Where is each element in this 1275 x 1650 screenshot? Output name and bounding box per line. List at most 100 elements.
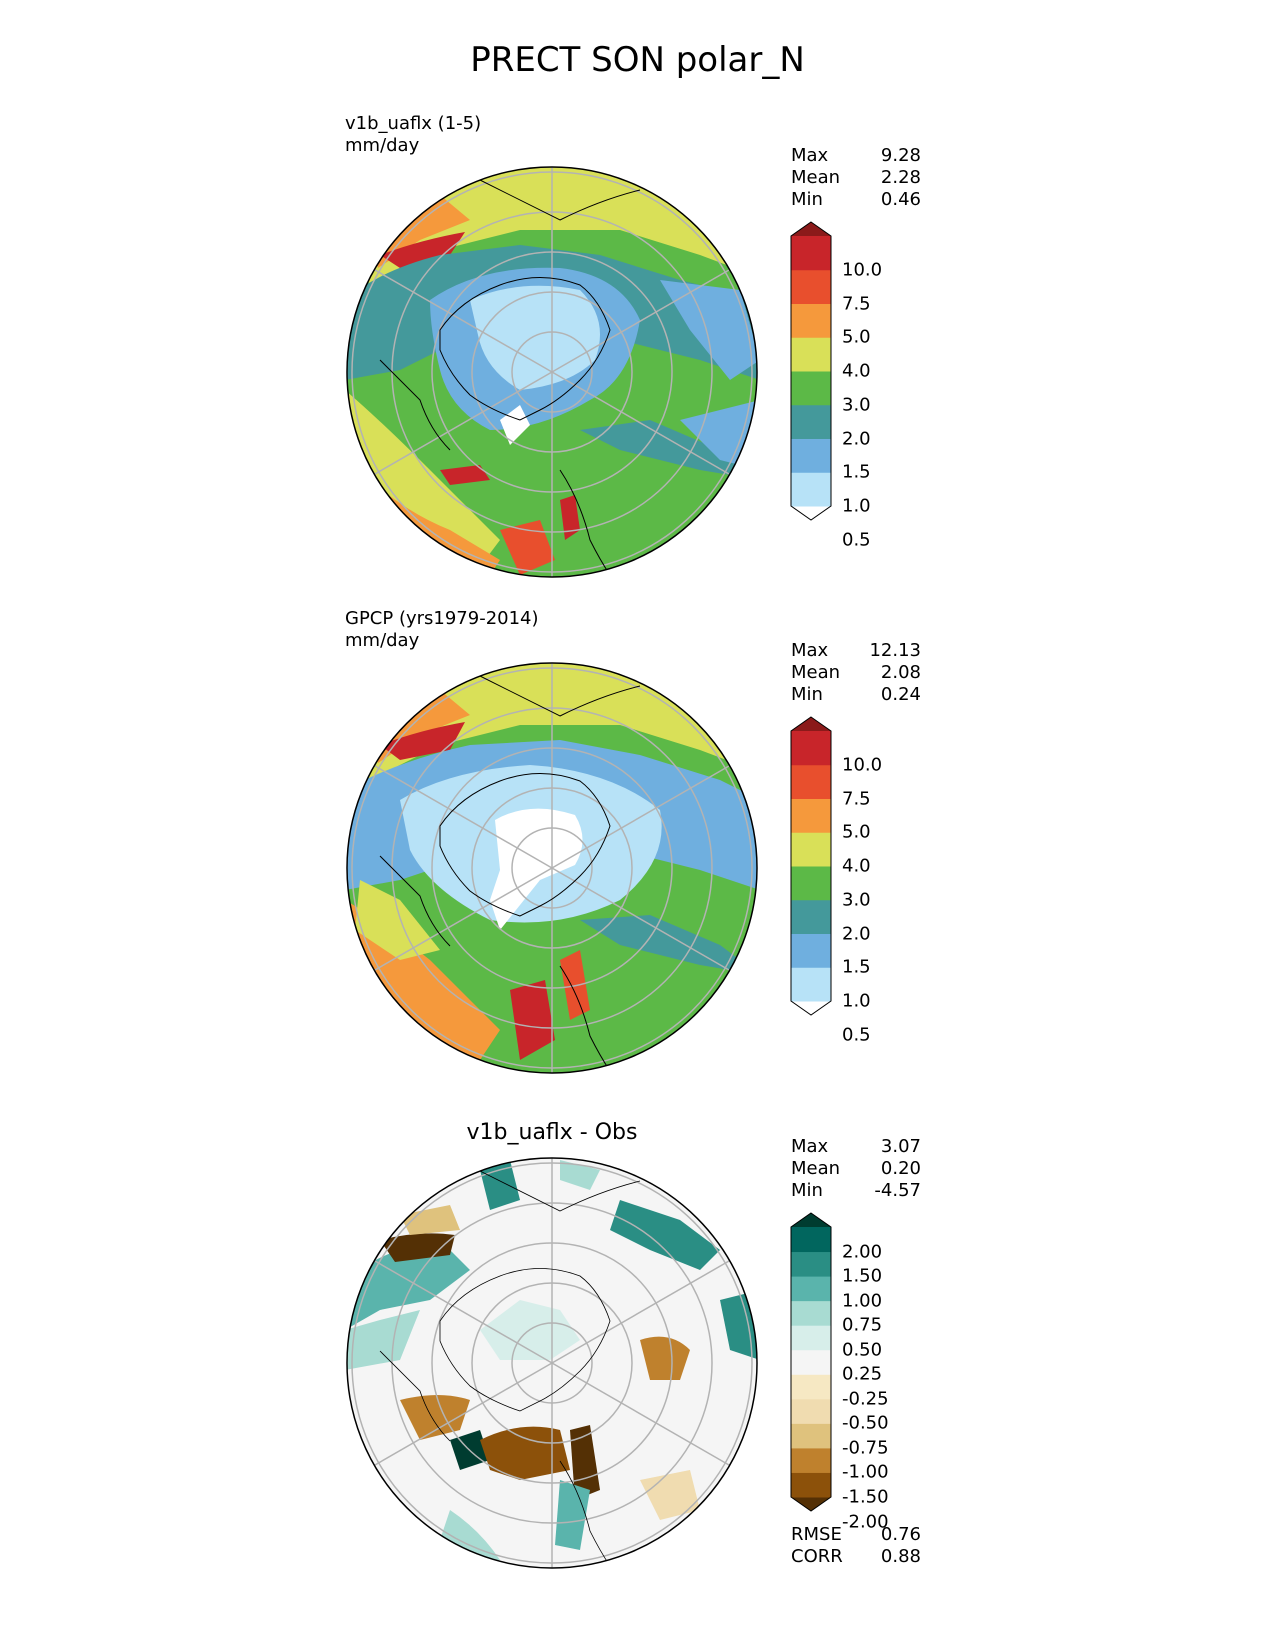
panel2-stats: Max 12.13 Mean 2.08 Min 0.24	[791, 640, 921, 706]
colorbar-tick: -1.00	[842, 1461, 889, 1483]
colorbar-segment	[791, 764, 831, 799]
metric-row: CORR 0.88	[791, 1546, 921, 1568]
colorbar-segment	[791, 967, 831, 1002]
stat-row: Mean 0.20	[791, 1158, 921, 1180]
panel2-units: mm/day	[345, 630, 420, 651]
colorbar-segment	[791, 1213, 831, 1227]
panel1-label: v1b_uaflx (1-5) mm/day	[345, 113, 481, 157]
colorbar-tick: 0.5	[842, 529, 871, 551]
stat-value: 2.08	[880, 662, 921, 683]
colorbar-segment	[791, 506, 831, 520]
colorbar-tick: 0.75	[842, 1314, 883, 1336]
colorbar-tick: 7.5	[842, 788, 871, 809]
colorbar-tick: 2.00	[842, 1241, 883, 1263]
colorbar-tick: -0.25	[842, 1388, 889, 1410]
colorbar-tick: -0.50	[842, 1412, 889, 1434]
colorbar-segment	[791, 1349, 831, 1375]
colorbar-tick: 3.0	[842, 394, 871, 416]
colorbar-segment	[791, 1227, 831, 1253]
colorbar-tick: 0.25	[842, 1363, 883, 1385]
colorbar-segment	[791, 717, 831, 731]
colorbar-segment	[791, 1497, 831, 1511]
colorbar-tick: 10.0	[842, 754, 883, 776]
colorbar-segment	[791, 1251, 831, 1277]
colorbar-tick: 1.5	[842, 956, 871, 978]
stat-value: 0.20	[880, 1158, 921, 1179]
colorbar-segment	[791, 1300, 831, 1326]
panel3-colorbar	[790, 1212, 832, 1512]
stat-name: Mean	[791, 1158, 841, 1179]
stat-name: Max	[791, 1136, 829, 1157]
stat-value: 0.24	[880, 684, 921, 705]
colorbar-segment	[791, 1472, 831, 1498]
stat-row: Mean 2.28	[791, 167, 921, 189]
colorbar-segment	[791, 832, 831, 867]
stat-row: Min 0.46	[791, 189, 921, 211]
colorbar-tick: 0.5	[842, 1024, 871, 1046]
stat-name: Min	[791, 189, 823, 210]
colorbar-segment	[791, 303, 831, 338]
colorbar-tick: 1.0	[842, 990, 871, 1012]
metric-value: 0.76	[880, 1524, 921, 1545]
colorbar-segment	[791, 1325, 831, 1351]
colorbar-segment	[791, 1276, 831, 1302]
stat-name: Mean	[791, 167, 841, 188]
panel3-metrics: RMSE 0.76 CORR 0.88	[791, 1524, 921, 1568]
colorbar-tick: -1.50	[842, 1486, 889, 1508]
stat-name: Mean	[791, 662, 841, 683]
colorbar-outline	[790, 1212, 832, 1512]
stat-row: Max 3.07	[791, 1136, 921, 1158]
colorbar-segment	[791, 222, 831, 236]
metric-name: CORR	[791, 1546, 843, 1567]
colorbar-tick: 5.0	[842, 821, 871, 843]
figure-title: PRECT SON polar_N	[470, 40, 805, 80]
colorbar-segment	[791, 866, 831, 901]
stat-row: Min 0.24	[791, 684, 921, 706]
stat-row: Mean 2.08	[791, 662, 921, 684]
colorbar-segment	[791, 1423, 831, 1449]
colorbar-outline	[790, 221, 832, 521]
panel1-model-name: v1b_uaflx (1-5)	[345, 113, 482, 134]
metric-name: RMSE	[791, 1524, 842, 1545]
stat-value: -4.57	[874, 1180, 921, 1201]
colorbar-tick: 7.5	[842, 293, 871, 314]
panel3-title: v1b_uaflx - Obs	[466, 1120, 638, 1145]
colorbar-tick: 1.5	[842, 461, 871, 483]
colorbar-segment	[791, 899, 831, 934]
colorbar-tick: -0.75	[842, 1437, 889, 1459]
colorbar-segment	[791, 731, 831, 766]
colorbar-tick: 2.0	[842, 923, 871, 944]
colorbar-segment	[791, 1374, 831, 1400]
colorbar-segment	[791, 404, 831, 439]
colorbar-outline	[790, 716, 832, 1016]
colorbar-segment	[791, 269, 831, 304]
colorbar-tick: 4.0	[842, 855, 871, 877]
metric-row: RMSE 0.76	[791, 1524, 921, 1546]
colorbar-tick: 0.50	[842, 1339, 883, 1361]
colorbar-tick: 3.0	[842, 889, 871, 911]
stat-name: Max	[791, 145, 829, 166]
stat-name: Max	[791, 640, 829, 661]
colorbar-tick: 1.0	[842, 495, 871, 517]
stat-value: 0.46	[880, 189, 921, 210]
panel2-label: GPCP (yrs1979-2014) mm/day	[345, 608, 539, 652]
panel2-obs-name: GPCP (yrs1979-2014)	[345, 608, 539, 629]
stat-name: Min	[791, 684, 823, 705]
stat-name: Min	[791, 1180, 823, 1201]
stat-row: Max 9.28	[791, 145, 921, 167]
stat-row: Min -4.57	[791, 1180, 921, 1202]
colorbar-tick: 1.50	[842, 1265, 883, 1287]
colorbar-tick: 1.00	[842, 1290, 883, 1312]
panel1-stats: Max 9.28 Mean 2.28 Min 0.46	[791, 145, 921, 211]
colorbar-tick: 10.0	[842, 259, 883, 281]
panel2-colorbar	[790, 716, 832, 1016]
colorbar-segment	[791, 1398, 831, 1424]
stat-value: 2.28	[880, 167, 921, 188]
panel3-stats: Max 3.07 Mean 0.20 Min -4.57	[791, 1136, 921, 1202]
stat-value: 12.13	[869, 640, 921, 661]
colorbar-tick: 5.0	[842, 326, 871, 348]
colorbar-segment	[791, 1447, 831, 1473]
